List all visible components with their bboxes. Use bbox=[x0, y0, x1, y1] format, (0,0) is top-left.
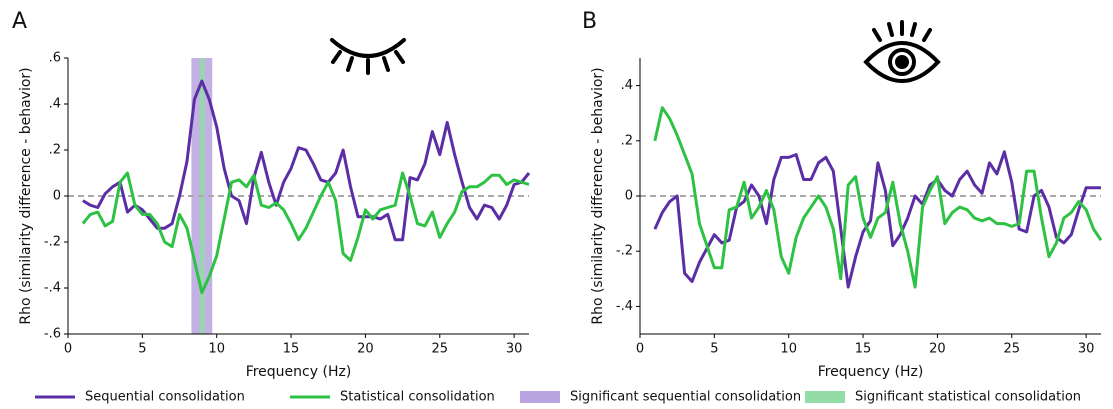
y-axis-label: Rho (similarity difference - behavior) bbox=[18, 67, 34, 324]
x-tick-label: 20 bbox=[929, 342, 946, 357]
x-tick-label: 10 bbox=[780, 342, 797, 357]
y-tick-label: .4 bbox=[621, 78, 633, 93]
y-tick-label: -.6 bbox=[44, 327, 61, 342]
y-tick-label: .4 bbox=[49, 97, 61, 112]
y-tick-label: -.4 bbox=[616, 299, 633, 314]
open-eye-icon bbox=[863, 20, 941, 83]
y-tick-label: .2 bbox=[49, 143, 61, 158]
x-tick-label: 5 bbox=[138, 342, 146, 357]
x-axis-label: Frequency (Hz) bbox=[246, 364, 352, 380]
series-line bbox=[653, 150, 1101, 289]
panel-label: B bbox=[582, 9, 597, 34]
y-tick-label: 0 bbox=[53, 189, 61, 204]
x-tick-label: 15 bbox=[855, 342, 872, 357]
series-line bbox=[82, 79, 531, 242]
legend-label: Significant sequential consolidation bbox=[570, 390, 801, 405]
x-tick-label: 10 bbox=[208, 342, 225, 357]
x-tick-label: 25 bbox=[1004, 342, 1021, 357]
y-tick-label: -.4 bbox=[44, 281, 61, 296]
series-line bbox=[653, 106, 1103, 289]
legend-label: Significant statistical consolidation bbox=[855, 390, 1081, 405]
y-tick-label: -.2 bbox=[616, 244, 633, 259]
legend-label: Statistical consolidation bbox=[340, 390, 495, 405]
legend-swatch bbox=[520, 391, 560, 403]
panel-label: A bbox=[12, 9, 27, 34]
x-tick-label: 30 bbox=[506, 342, 523, 357]
x-tick-label: 30 bbox=[1078, 342, 1095, 357]
y-tick-label: .6 bbox=[49, 51, 61, 66]
x-tick-label: 20 bbox=[357, 342, 374, 357]
legend-label: Sequential consolidation bbox=[85, 390, 245, 405]
legend-swatch bbox=[805, 391, 845, 403]
y-tick-label: 0 bbox=[625, 189, 633, 204]
series-line bbox=[81, 171, 530, 295]
x-tick-label: 0 bbox=[64, 342, 72, 357]
x-axis-label: Frequency (Hz) bbox=[818, 364, 924, 380]
x-tick-label: 15 bbox=[283, 342, 300, 357]
x-tick-label: 25 bbox=[432, 342, 449, 357]
x-tick-label: 5 bbox=[710, 342, 718, 357]
y-axis-label: Rho (similarity difference - behavior) bbox=[590, 67, 606, 324]
x-tick-label: 0 bbox=[636, 342, 644, 357]
y-tick-label: .2 bbox=[621, 133, 633, 148]
y-tick-label: -.2 bbox=[44, 235, 61, 250]
closed-eye-icon bbox=[330, 38, 406, 75]
